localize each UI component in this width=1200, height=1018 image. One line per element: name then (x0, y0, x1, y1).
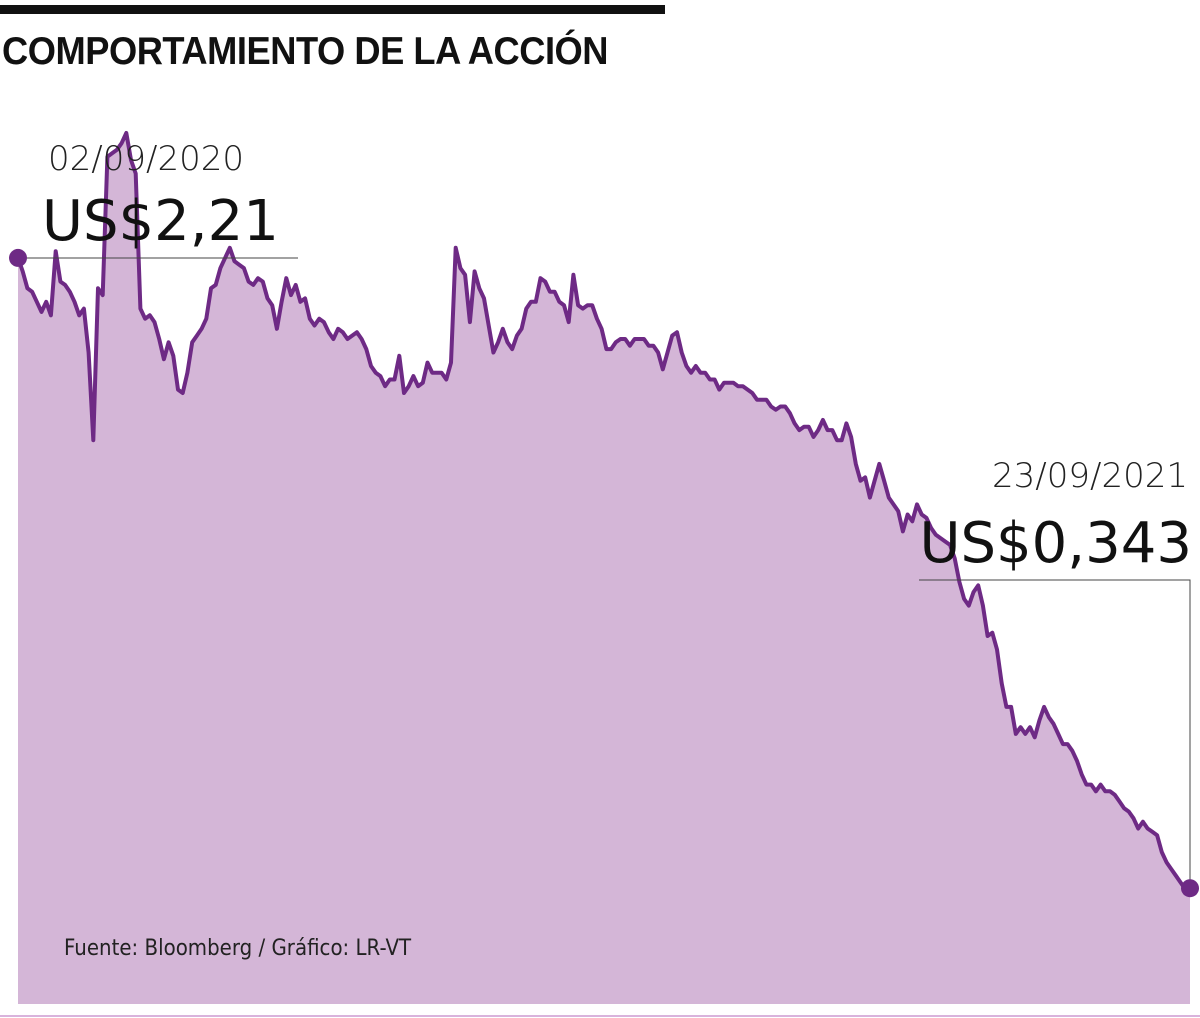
title-rule (0, 5, 665, 14)
price-line (16, 131, 1191, 892)
end-value-label: US$0,343 (920, 511, 1192, 576)
start-point-marker (9, 248, 27, 267)
chart-title: COMPORTAMIENTO DE LA ACCIÓN (2, 30, 609, 73)
price-area-fill (18, 133, 1190, 1004)
source-note: Fuente: Bloomberg / Gráfico: LR-VT (64, 936, 412, 961)
start-date-label: 02/09/2020 (48, 139, 244, 179)
end-date-label: 23/09/2021 (992, 456, 1188, 496)
end-point-marker (1181, 879, 1199, 898)
end-leader-line (919, 579, 1191, 881)
start-value-label: US$2,21 (42, 189, 279, 254)
